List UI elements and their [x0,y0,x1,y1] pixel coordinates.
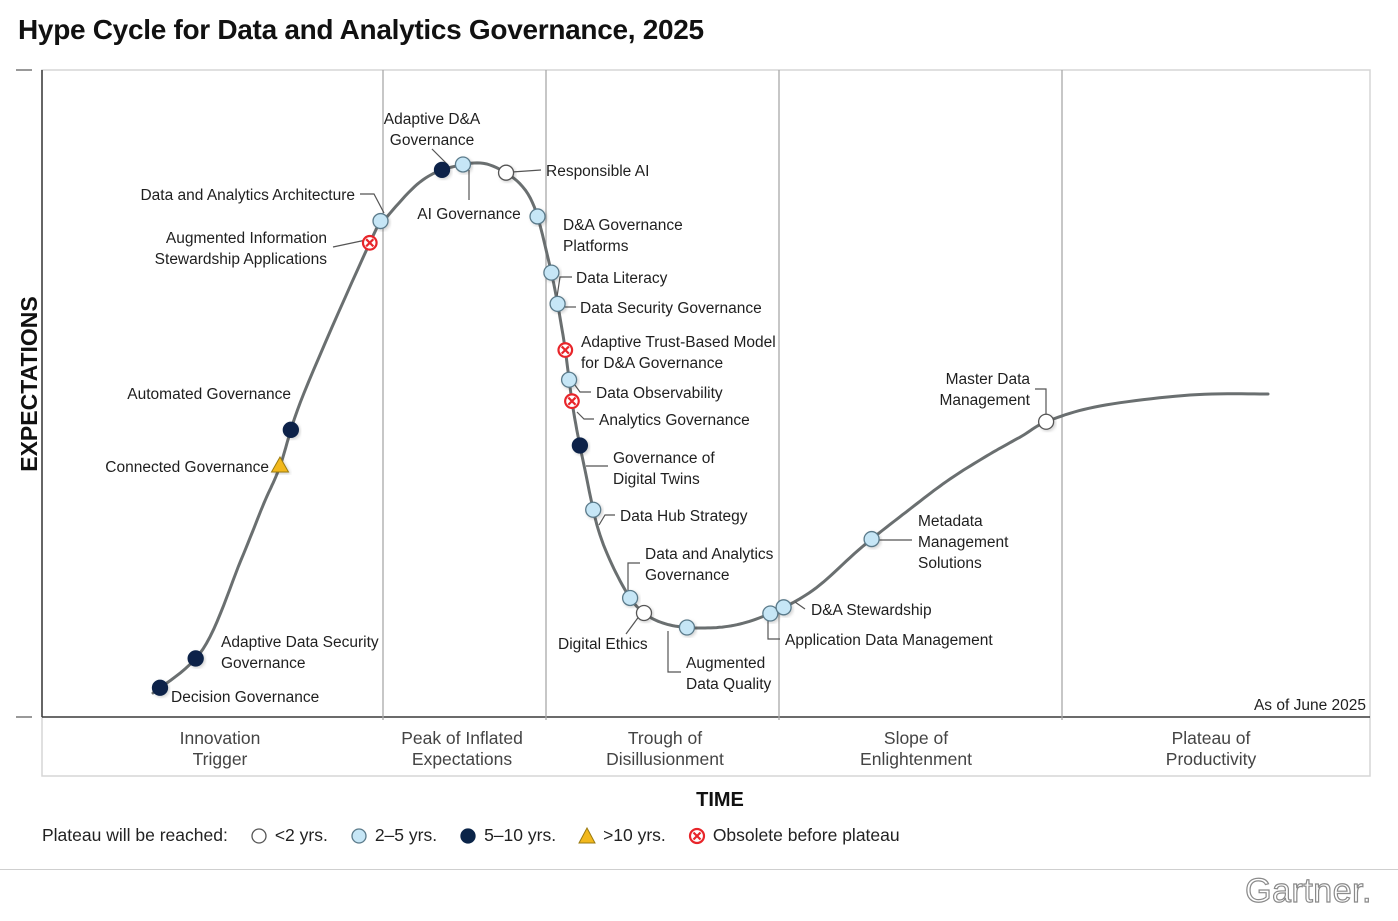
label-data-and-analytics-architecture: Data and Analytics Architecture [140,187,355,204]
marker-danda-stewardship[interactable] [775,599,792,616]
legend-label: <2 yrs. [274,825,328,845]
label-data-and-analytics-governance: Data and Analytics Governance [645,546,774,584]
leader-responsible-ai [511,169,542,173]
legend-marker-obsolete-icon [688,827,705,844]
label-danda-stewardship: D&A Stewardship [811,602,932,619]
leader-augmented-information-stewardship-applications [332,239,367,248]
footer-divider [0,869,1398,870]
marker-analytics-governance[interactable] [564,393,580,410]
label-automated-governance: Automated Governance [127,386,291,403]
legend-marker-5to10-icon [460,827,476,844]
leader-analytics-governance [576,411,594,420]
marker-application-data-management[interactable] [762,605,779,622]
legend-label: >10 yrs. [603,825,666,845]
gartner-logo: Gartner. [1245,871,1373,910]
hype-curve [151,161,1270,695]
marker-adaptive-danda-governance[interactable] [433,161,451,179]
y-axis-label: EXPECTATIONS [16,296,42,472]
legend-item-gt10: >10 yrs. [578,825,666,846]
label-ai-governance: AI Governance [417,206,520,223]
legend-label: Obsolete before plateau [712,825,900,845]
leader-data-hub-strategy [598,514,615,526]
legend-marker-gt10-icon [578,826,596,843]
leader-data-and-analytics-governance [627,562,640,593]
marker-metadata-management-solutions[interactable] [863,530,880,548]
legend-prefix: Plateau will be reached: [42,825,228,845]
phase-label-3: Trough of Disillusionment [606,728,724,769]
marker-augmented-information-stewardship-applications[interactable] [361,234,378,251]
label-data-security-governance: Data Security Governance [580,300,762,317]
marker-data-and-analytics-architecture[interactable] [372,212,389,230]
marker-danda-governance-platforms[interactable] [529,208,546,225]
label-augmented-data-quality: Augmented Data Quality [686,655,772,693]
label-responsible-ai: Responsible AI [546,163,649,180]
marker-automated-governance[interactable] [282,421,299,438]
phase-label-4: Slope of Enlightenment [860,728,972,769]
label-augmented-information-stewardship-applications: Augmented Information Stewardship Applica… [155,230,328,268]
legend-item-obsolete: Obsolete before plateau [688,825,900,846]
legend-item-2to5: 2–5 yrs. [350,825,437,846]
label-application-data-management: Application Data Management [785,632,993,649]
marker-decision-governance[interactable] [151,679,169,696]
marker-augmented-data-quality[interactable] [678,619,696,636]
marker-governance-of-digital-twins[interactable] [571,437,589,454]
leader-augmented-data-quality [667,631,681,673]
label-connected-governance: Connected Governance [105,459,269,476]
leader-digital-ethics [625,614,641,635]
legend-marker-lt2-icon [251,827,267,844]
marker-data-observability[interactable] [560,371,578,388]
marker-digital-ethics[interactable] [635,604,653,622]
label-governance-of-digital-twins: Governance of Digital Twins [613,450,715,488]
label-digital-ethics: Digital Ethics [558,636,648,653]
phase-label-5: Plateau of Productivity [1166,728,1257,769]
legend-marker-2to5-icon [351,827,367,844]
marker-data-hub-strategy[interactable] [585,501,602,518]
label-adaptive-trust-based-model-for-danda-governance: Adaptive Trust-Based Model for D&A Govern… [581,334,776,372]
label-data-hub-strategy: Data Hub Strategy [620,508,748,525]
phase-label-1: Innovation Trigger [180,728,261,769]
label-data-observability: Data Observability [596,385,723,402]
as-of-note: As of June 2025 [1254,697,1366,714]
label-adaptive-data-security-governance: Adaptive Data Security Governance [221,634,379,672]
marker-ai-governance[interactable] [454,156,472,173]
label-analytics-governance: Analytics Governance [599,412,750,429]
label-metadata-management-solutions: Metadata Management Solutions [918,513,1009,572]
x-axis-label: TIME [696,789,744,811]
marker-data-and-analytics-governance[interactable] [621,589,639,607]
legend-label: 2–5 yrs. [374,825,438,845]
marker-adaptive-data-security-governance[interactable] [187,650,204,667]
marker-responsible-ai[interactable] [497,164,515,181]
marker-master-data-management[interactable] [1037,413,1055,430]
leader-adaptive-danda-governance [431,148,449,166]
label-master-data-management: Master Data Management [940,371,1031,409]
marker-data-security-governance[interactable] [549,295,566,313]
label-adaptive-danda-governance: Adaptive D&A Governance [384,111,481,149]
leader-data-literacy [556,276,572,298]
legend: Plateau will be reached: <2 yrs. 2–5 yrs.… [42,825,900,846]
label-danda-governance-platforms: D&A Governance Platforms [563,217,683,255]
label-data-literacy: Data Literacy [576,270,668,287]
leader-master-data-management [1035,388,1047,417]
leader-application-data-management [767,618,780,640]
label-decision-governance: Decision Governance [171,689,319,706]
marker-connected-governance[interactable] [270,455,290,473]
leader-danda-stewardship [794,601,806,610]
chart-title: Hype Cycle for Data and Analytics Govern… [18,14,704,45]
legend-item-5to10: 5–10 yrs. [459,825,556,846]
marker-data-literacy[interactable] [543,264,560,281]
legend-item-lt2: <2 yrs. [250,825,328,846]
phase-label-2: Peak of Inflated Expectations [401,728,523,769]
leader-data-and-analytics-architecture [360,193,385,214]
marker-adaptive-trust-based-model-for-danda-governance[interactable] [557,342,574,358]
legend-label: 5–10 yrs. [484,825,557,845]
